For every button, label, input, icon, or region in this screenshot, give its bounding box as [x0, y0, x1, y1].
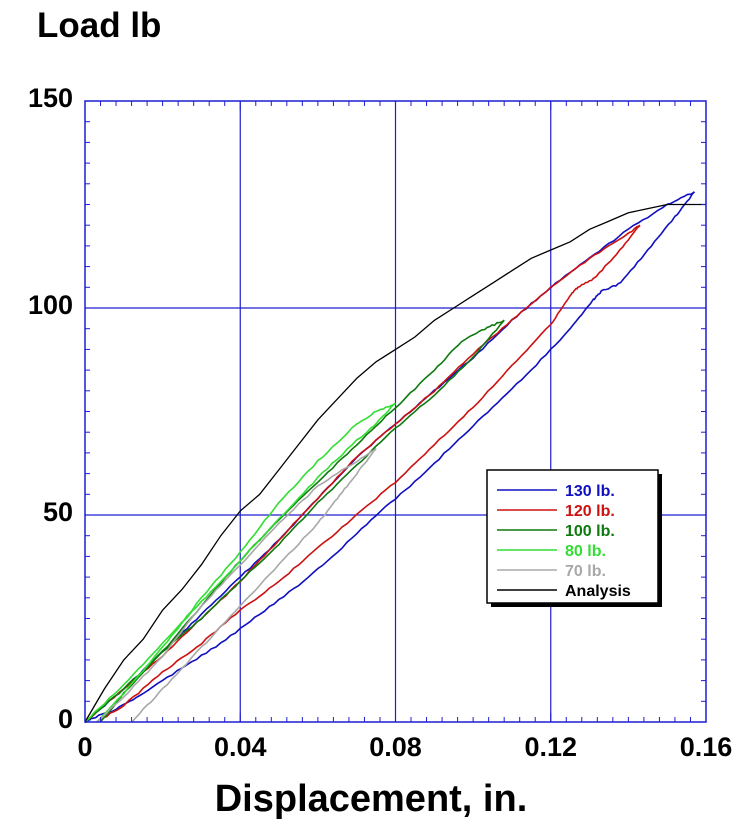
y-tick-label: 100: [28, 290, 73, 320]
series-100-lb-loading-curve: [84, 319, 505, 723]
axis-ticks: [84, 100, 707, 723]
y-tick-label: 150: [28, 83, 73, 113]
series-130-lb-unloading-curve: [85, 191, 696, 723]
legend-label: 80 lb.: [565, 543, 606, 560]
x-tick-label: 0.16: [680, 732, 733, 762]
legend-label: Analysis: [565, 583, 631, 600]
x-tick-label: 0.08: [369, 732, 422, 762]
legend-box: [486, 469, 659, 604]
x-axis-title: Displacement, in.: [214, 778, 528, 820]
legend-label: 100 lb.: [565, 523, 615, 540]
series-80-lb-loading-curve: [84, 402, 396, 723]
y-tick-label: 0: [58, 704, 73, 734]
series-100-lb-unloading-curve: [99, 319, 505, 723]
series-analysiscurve: [84, 203, 706, 723]
series-120-lb-loading-curve: [84, 224, 641, 723]
y-tick-label: 50: [43, 497, 73, 527]
legend-label: 120 lb.: [565, 503, 615, 520]
series-120-lb-unloading-curve: [96, 224, 641, 723]
legend-label: 70 lb.: [565, 563, 606, 580]
y-axis-title: Load lb: [37, 6, 162, 45]
data-curves: [84, 191, 706, 724]
series-70-lb-unloading-curve: [96, 447, 377, 723]
series-80-lb-unloading-curve: [96, 402, 396, 723]
tick-labels: 0 0.04 0.08 0.12 0.16 0 50 100 150: [28, 83, 732, 762]
legend-label: 130 lb.: [565, 483, 615, 500]
x-tick-label: 0.04: [214, 732, 267, 762]
series-70-lb-loading-curve: [130, 448, 377, 724]
x-tick-label: 0.12: [524, 732, 577, 762]
x-tick-label: 0: [77, 732, 92, 762]
legend: 130 lb. 120 lb. 100 lb. 80 lb. 70 lb. Analysi…: [486, 469, 662, 607]
